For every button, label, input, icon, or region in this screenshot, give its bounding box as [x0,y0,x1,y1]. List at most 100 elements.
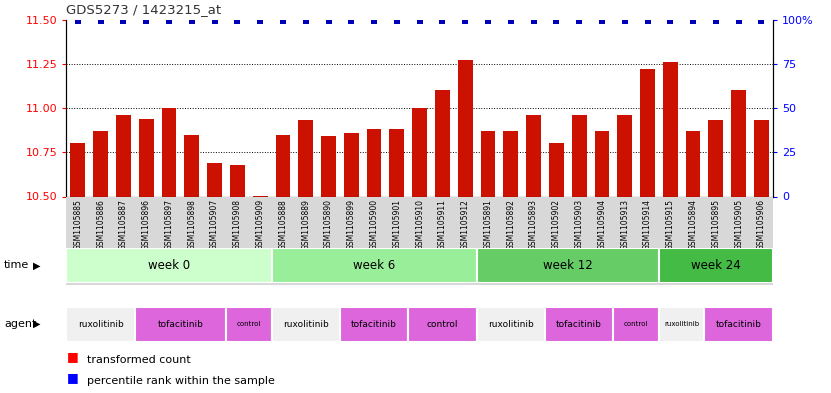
Bar [572,115,587,196]
Bar [321,136,336,196]
Text: GSM1105900: GSM1105900 [370,199,379,250]
Bar [617,115,632,196]
Text: GSM1105912: GSM1105912 [460,199,470,250]
Text: GSM1105899: GSM1105899 [347,199,356,250]
Text: GSM1105903: GSM1105903 [575,199,583,250]
Text: GSM1105914: GSM1105914 [643,199,652,250]
Text: GSM1105890: GSM1105890 [324,199,333,250]
Text: GSM1105887: GSM1105887 [119,199,128,250]
Bar [390,129,404,196]
Bar [93,131,108,196]
Bar [161,108,176,196]
Text: transformed count: transformed count [87,354,191,365]
Text: tofacitinib: tofacitinib [556,320,602,329]
Text: week 6: week 6 [353,259,396,272]
Bar [686,131,701,196]
Bar [754,121,769,196]
Text: control: control [426,320,458,329]
Text: GSM1105908: GSM1105908 [233,199,242,250]
Text: control: control [624,321,648,327]
Text: ▶: ▶ [33,319,41,329]
Text: GSM1105906: GSM1105906 [757,199,766,250]
Bar [116,115,130,196]
Text: ■: ■ [66,371,78,384]
Text: GSM1105911: GSM1105911 [438,199,447,250]
Bar [477,248,659,283]
Text: ruxolitinib: ruxolitinib [78,320,124,329]
Bar [226,307,272,342]
Text: ruxolitinib: ruxolitinib [488,320,534,329]
Bar [66,307,135,342]
Bar [272,248,477,283]
Bar [545,307,613,342]
Text: GSM1105893: GSM1105893 [529,199,538,250]
Bar [184,135,199,196]
Text: tofacitinib: tofacitinib [157,320,204,329]
Text: ruxolitinib: ruxolitinib [664,321,699,327]
Bar [458,61,473,196]
Bar [659,307,705,342]
Text: GSM1105907: GSM1105907 [210,199,219,250]
Text: GSM1105892: GSM1105892 [506,199,515,250]
Text: GSM1105902: GSM1105902 [552,199,561,250]
Bar [344,133,359,196]
Text: percentile rank within the sample: percentile rank within the sample [87,376,275,386]
Text: GSM1105897: GSM1105897 [165,199,174,250]
Text: GSM1105891: GSM1105891 [484,199,493,250]
Text: GSM1105894: GSM1105894 [689,199,697,250]
Bar [139,119,154,196]
Bar [504,131,519,196]
Text: GSM1105915: GSM1105915 [666,199,675,250]
Bar [408,307,477,342]
Bar [549,143,563,196]
Text: tofacitinib: tofacitinib [352,320,397,329]
Bar [709,121,723,196]
Bar [640,69,655,196]
Text: time: time [4,260,29,270]
Text: week 24: week 24 [691,259,740,272]
Text: GSM1105910: GSM1105910 [416,199,424,250]
Text: ▶: ▶ [33,260,41,270]
Text: GSM1105909: GSM1105909 [256,199,264,250]
Bar [663,62,678,196]
Bar [276,135,290,196]
Bar [272,307,340,342]
Bar [366,129,381,196]
Bar [298,121,313,196]
Bar [340,307,408,342]
Bar [135,307,226,342]
Bar [526,115,541,196]
Bar [207,163,222,196]
Text: GSM1105888: GSM1105888 [278,199,288,250]
Bar [594,131,609,196]
Bar [435,90,450,196]
Bar [71,143,86,196]
Text: GSM1105913: GSM1105913 [620,199,629,250]
Text: GSM1105905: GSM1105905 [734,199,743,250]
Text: GSM1105885: GSM1105885 [73,199,82,250]
Text: week 12: week 12 [543,259,593,272]
Text: GSM1105904: GSM1105904 [597,199,607,250]
Bar [412,108,427,196]
Text: GSM1105901: GSM1105901 [392,199,401,250]
Text: control: control [237,321,261,327]
Bar [230,165,245,196]
Bar [705,307,773,342]
Text: ruxolitinib: ruxolitinib [283,320,328,329]
Bar [613,307,659,342]
Text: week 0: week 0 [148,259,190,272]
Bar [477,307,545,342]
Bar [480,131,495,196]
Text: GSM1105886: GSM1105886 [96,199,106,250]
Text: GSM1105898: GSM1105898 [187,199,196,250]
Bar [659,248,773,283]
Bar [66,248,272,283]
Text: GSM1105896: GSM1105896 [142,199,150,250]
Text: agent: agent [4,319,37,329]
Text: GSM1105889: GSM1105889 [301,199,310,250]
Text: ■: ■ [66,350,78,363]
Text: GDS5273 / 1423215_at: GDS5273 / 1423215_at [66,3,222,16]
Text: tofacitinib: tofacitinib [715,320,761,329]
Bar [731,90,746,196]
Text: GSM1105895: GSM1105895 [711,199,720,250]
